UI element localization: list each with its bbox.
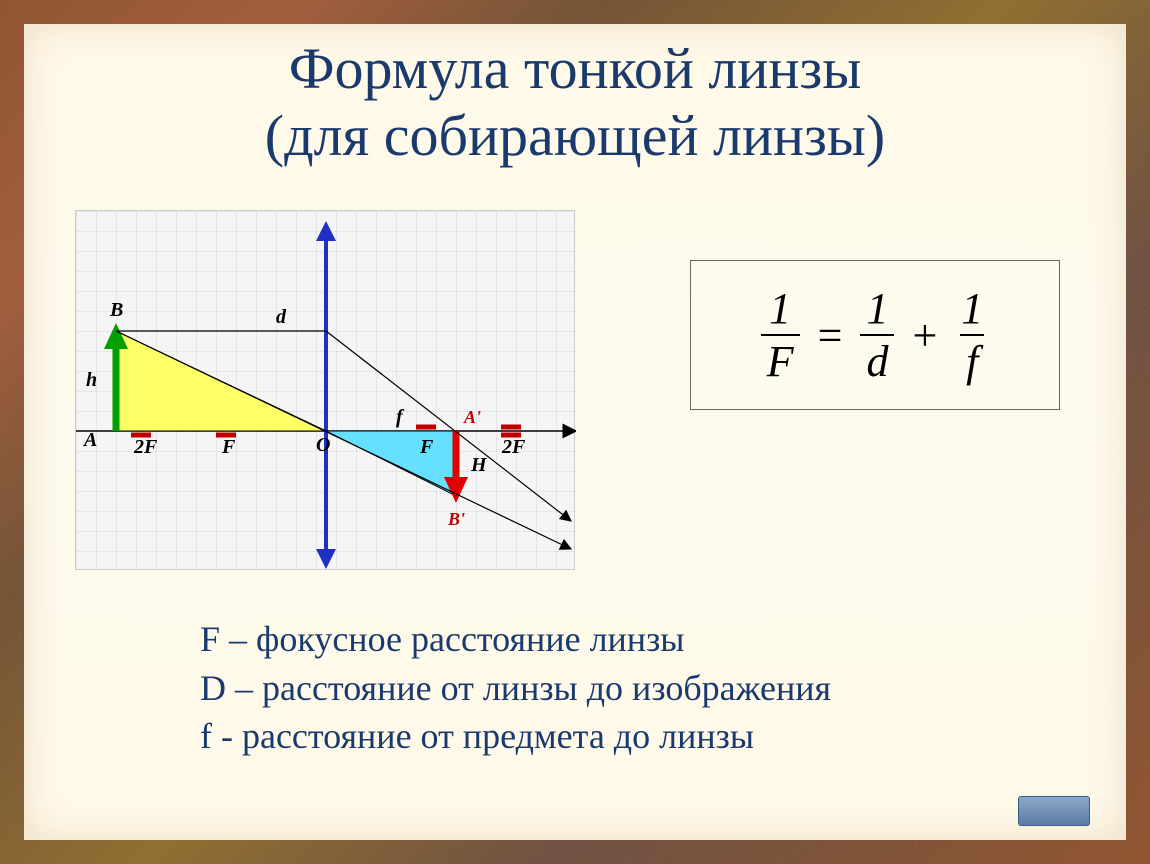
thin-lens-formula: 1 F = 1 d + 1 f bbox=[690, 260, 1060, 410]
label-2F-left: 2F bbox=[133, 436, 158, 458]
label-Bprime: B' bbox=[447, 509, 465, 529]
label-Aprime: A' bbox=[463, 407, 481, 427]
lens-diagram: B A h d O F 2F F 2F f H A' B' bbox=[75, 210, 575, 570]
legend-f: f - расстояние от предмета до линзы bbox=[200, 712, 980, 761]
legend-block: F – фокусное расстояние линзы D – рассто… bbox=[200, 615, 980, 761]
legend-F: F – фокусное расстояние линзы bbox=[200, 615, 980, 664]
equals-sign: = bbox=[818, 310, 843, 361]
label-d: d bbox=[276, 306, 287, 328]
label-h: h bbox=[86, 369, 97, 391]
label-B: B bbox=[109, 299, 123, 321]
legend-d: D – расстояние от линзы до изображения bbox=[200, 664, 980, 713]
label-O: O bbox=[316, 434, 330, 456]
label-H: H bbox=[470, 454, 488, 476]
plus-sign: + bbox=[912, 310, 937, 361]
label-2F-right: 2F bbox=[501, 436, 526, 458]
label-A: A bbox=[82, 429, 97, 451]
lens-diagram-svg: B A h d O F 2F F 2F f H A' B' bbox=[76, 211, 576, 571]
title-line-1: Формула тонкой линзы bbox=[58, 36, 1093, 103]
label-F-left: F bbox=[221, 436, 236, 458]
next-slide-button[interactable] bbox=[1018, 796, 1090, 826]
slide-title: Формула тонкой линзы (для собирающей лин… bbox=[58, 36, 1093, 169]
frac-d: 1 d bbox=[860, 283, 894, 387]
frac-F: 1 F bbox=[761, 283, 800, 387]
title-line-2: (для собирающей линзы) bbox=[58, 103, 1093, 170]
label-F-right: F bbox=[419, 436, 434, 458]
frac-f: 1 f bbox=[955, 283, 989, 387]
